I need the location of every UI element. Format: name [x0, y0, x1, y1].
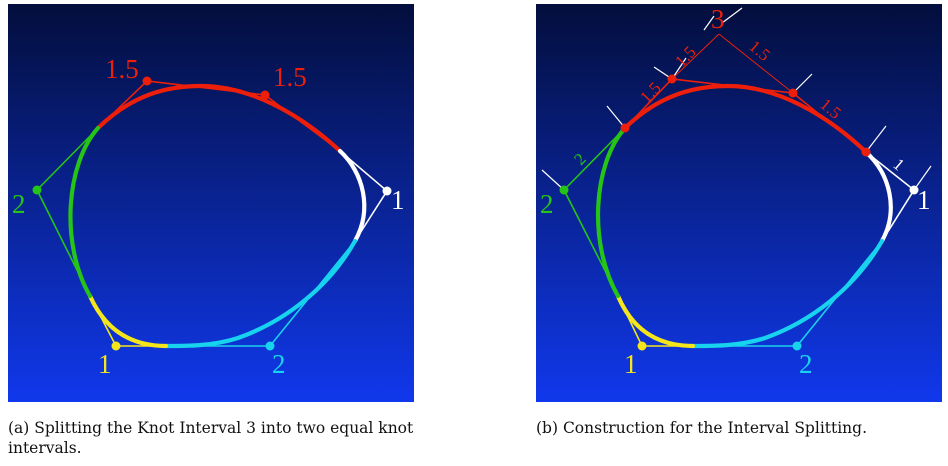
figure-a-control-points	[32, 76, 392, 351]
figure-a-labels: 1.5 1.5 1 2 1 2	[12, 54, 405, 379]
figure-b-image: 3 1 2 1 2 1.5 1.5 1.5 1.5 1 2	[536, 4, 942, 402]
label-bottom-right: 2	[799, 349, 813, 379]
control-point-top-right	[788, 88, 798, 98]
label-right: 1	[391, 185, 405, 215]
control-point-bottom-right	[265, 341, 275, 351]
figure-b-background	[536, 4, 942, 402]
control-point-bottom-right	[792, 341, 802, 351]
label-top-left: 1.5	[105, 54, 139, 84]
control-point-top-right	[260, 90, 270, 100]
label-left: 2	[540, 189, 554, 219]
label-bottom-left: 1	[98, 349, 112, 379]
control-point-top-left	[667, 74, 677, 84]
label-right: 1	[917, 185, 931, 215]
curve-segment-cyan	[163, 238, 358, 349]
curve-segment-cyan	[690, 238, 885, 349]
figure-b-construction-lines	[671, 33, 794, 94]
curve-segment-green	[68, 125, 101, 299]
label-bottom-left: 1	[624, 349, 638, 379]
control-point-bottom-left	[111, 341, 121, 351]
curve-segment-yellow	[615, 293, 696, 349]
label-top-right: 1.5	[273, 62, 307, 92]
curve-segment-red	[95, 83, 343, 154]
control-point-right	[909, 185, 919, 195]
figure-b-control-points	[559, 74, 919, 351]
curve-segment-yellow	[87, 293, 169, 349]
curve-segment-red	[622, 83, 869, 155]
figure-a-background	[8, 4, 414, 402]
construction-edge-left	[671, 33, 720, 80]
control-point-left	[559, 185, 569, 195]
label-bottom-right: 2	[272, 349, 286, 379]
curve-segment-white	[337, 148, 367, 244]
construction-edge-right	[718, 33, 794, 94]
tick-white	[913, 165, 932, 191]
tick-red-right	[865, 125, 887, 153]
figure-b-caption: (b) Construction for the Interval Splitt…	[536, 419, 868, 437]
tick-red-left	[606, 105, 626, 129]
label-left: 2	[12, 189, 26, 219]
control-point-red-right	[861, 147, 871, 157]
figure-a-curve	[68, 83, 367, 349]
figure-b-point-labels: 3 1 2 1 2	[540, 4, 931, 379]
figure-a-caption: (a) Splitting the Knot Interval 3 into t…	[8, 419, 414, 457]
curve-segment-green	[595, 125, 628, 299]
control-point-left	[32, 185, 42, 195]
label-apex: 3	[711, 4, 725, 34]
control-point-right	[382, 186, 392, 196]
figure-b-curve	[595, 83, 893, 349]
tick-apex	[703, 7, 743, 31]
control-point-bottom-left	[637, 341, 647, 351]
figure-a-image: 1.5 1.5 1 2 1 2	[8, 4, 414, 402]
control-point-red-left	[620, 123, 630, 133]
curve-segment-white	[863, 149, 893, 244]
control-point-top-left	[142, 76, 152, 86]
